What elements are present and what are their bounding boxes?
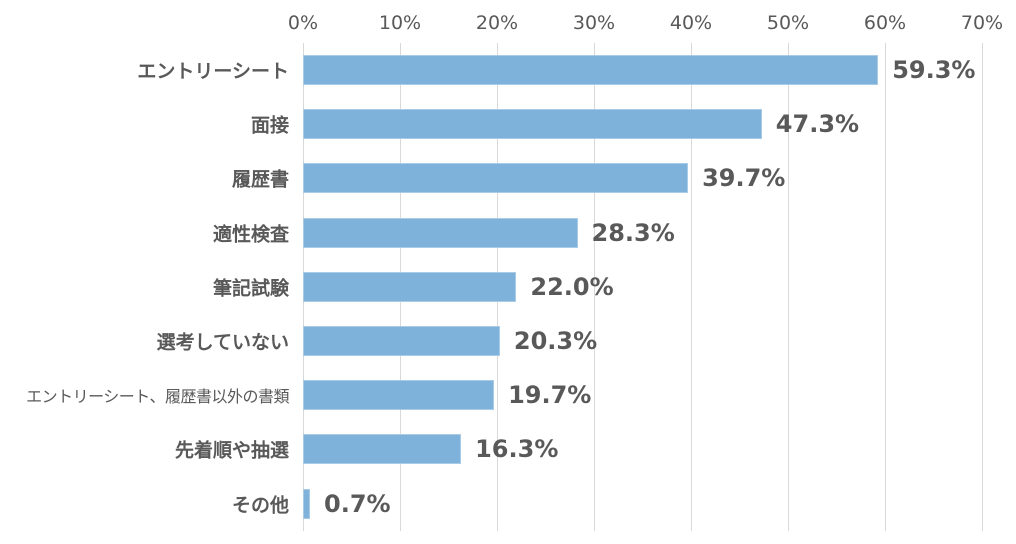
data-label: 0.7% [324, 489, 391, 518]
category-label: 筆記試験 [212, 277, 289, 300]
category-label: 先着順や抽選 [174, 439, 289, 462]
data-label: 59.3% [892, 56, 976, 84]
bar [303, 326, 500, 356]
data-label: 16.3% [475, 435, 559, 464]
x-axis-tick-label: 10% [378, 12, 422, 34]
data-label: 19.7% [508, 381, 592, 410]
x-axis-tick-label: 70% [960, 12, 1004, 34]
gridline [788, 43, 789, 531]
gridline [594, 43, 595, 531]
x-axis-tick-label: 60% [863, 12, 907, 34]
bar [303, 217, 578, 248]
data-label: 22.0% [530, 272, 614, 301]
category-label: その他 [231, 494, 289, 517]
x-axis-tick-label: 0% [287, 12, 319, 34]
x-axis-tick-label: 50% [766, 12, 810, 34]
gridline [885, 43, 886, 531]
x-axis-tick-label: 40% [669, 12, 713, 34]
bar [303, 488, 310, 519]
bar [303, 55, 879, 85]
gridline [982, 43, 983, 531]
bar [303, 434, 462, 465]
x-axis-tick-label: 20% [475, 12, 519, 34]
bar [303, 380, 495, 411]
category-label: エントリーシート、履歴書以外の書類 [26, 387, 289, 407]
data-label: 47.3% [775, 110, 860, 139]
data-label: 20.3% [513, 327, 598, 355]
bar [303, 109, 762, 140]
category-label: 選考していない [156, 331, 289, 354]
bar [303, 163, 689, 194]
x-axis-tick-label: 30% [572, 12, 616, 34]
data-label: 39.7% [702, 164, 786, 193]
data-label: 28.3% [591, 218, 675, 247]
category-label: エントリーシート [137, 60, 289, 83]
category-label: 適性検査 [212, 223, 289, 246]
bar [303, 271, 517, 302]
category-label: 面接 [250, 114, 289, 137]
category-label: 履歴書 [231, 168, 289, 191]
gridline [691, 43, 692, 531]
